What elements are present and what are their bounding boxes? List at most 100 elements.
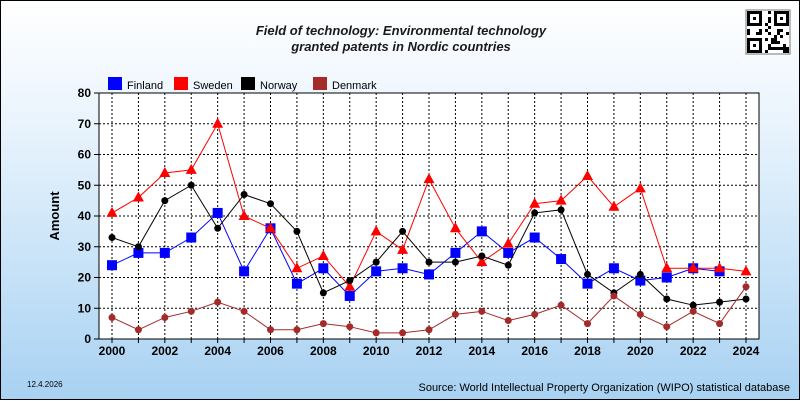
y-tick-label: 0 [84, 332, 91, 346]
legend-item-denmark[interactable]: Denmark [313, 77, 377, 92]
legend-label: Finland [127, 80, 163, 92]
legend-item-sweden[interactable]: Sweden [174, 77, 233, 92]
norway-point [504, 261, 512, 269]
series-denmark [108, 283, 750, 337]
x-tick-label: 2008 [310, 344, 337, 358]
norway-point [531, 209, 539, 217]
sweden-point [634, 182, 646, 193]
sweden-point [502, 237, 514, 248]
legend: Finland Sweden Norway Denmark [108, 77, 377, 92]
y-tick-label: 80 [78, 86, 92, 100]
finland-point [503, 247, 514, 258]
norway-point [557, 206, 565, 214]
x-tick-label: 2010 [363, 344, 390, 358]
denmark-point [531, 310, 539, 318]
denmark-point [399, 329, 407, 337]
norway-point [108, 234, 116, 242]
denmark-point [319, 320, 327, 328]
qr-code-icon[interactable] [745, 9, 791, 55]
denmark-point [372, 329, 380, 337]
legend-item-finland[interactable]: Finland [108, 77, 163, 92]
y-tick-label: 30 [78, 240, 92, 254]
sweden-point [265, 222, 276, 233]
x-tick-label: 2006 [257, 344, 284, 358]
chart-subtitle: granted patents in Nordic countries [290, 39, 511, 54]
denmark-point [610, 292, 618, 300]
legend-swatch [108, 77, 122, 90]
finland-point [635, 275, 646, 286]
denmark-point [716, 320, 724, 328]
legend-label: Norway [260, 80, 298, 92]
y-tick-label: 60 [78, 148, 92, 162]
denmark-point [478, 307, 486, 315]
y-tick-label: 20 [78, 271, 92, 285]
finland-point [556, 254, 567, 265]
finland-point [476, 226, 487, 237]
denmark-point [451, 310, 459, 318]
sweden-point [714, 262, 726, 273]
finland-point [212, 207, 223, 218]
x-tick-label: 2004 [204, 344, 231, 358]
sweden-point [238, 210, 250, 220]
sweden-point [476, 256, 488, 267]
axes: 0 10 20 30 40 50 60 70 80 2000 2002 2004 2006 2008 201… [78, 86, 760, 358]
denmark-point [214, 298, 222, 306]
denmark-point [504, 317, 512, 325]
legend-swatch [174, 77, 188, 90]
norway-point [425, 258, 433, 266]
legend-item-norway[interactable]: Norway [241, 77, 298, 92]
norway-point [478, 252, 486, 260]
sweden-point [529, 197, 541, 208]
norway-point [293, 227, 301, 235]
denmark-point [689, 307, 697, 315]
legend-swatch [241, 77, 255, 90]
finland-point [133, 247, 144, 258]
x-tick-label: 2020 [627, 344, 654, 358]
finland-point [450, 247, 461, 258]
finland-point [344, 290, 355, 301]
x-tick-label: 2002 [151, 344, 178, 358]
finland-point [159, 247, 170, 258]
finland-point [239, 266, 250, 277]
y-tick-label: 70 [78, 117, 92, 131]
sweden-point [344, 280, 356, 291]
sweden-point [423, 173, 435, 184]
norway-point [451, 258, 459, 266]
denmark-point [584, 320, 591, 328]
date-stamp: 12.4.2026 [27, 380, 63, 389]
denmark-point [425, 326, 433, 334]
sweden-point [370, 225, 382, 236]
sweden-point [106, 206, 118, 217]
x-tick-label: 2014 [468, 344, 495, 358]
norway-point [584, 270, 591, 278]
norway-point [267, 200, 274, 208]
legend-label: Denmark [332, 80, 377, 92]
legend-swatch [313, 77, 327, 90]
y-tick-label: 10 [78, 301, 92, 315]
finland-point [291, 278, 302, 289]
y-tick-label: 50 [78, 178, 92, 192]
sweden-point [582, 170, 593, 181]
finland-point [107, 260, 117, 271]
chart-title: Field of technology: Environmental techn… [256, 23, 547, 38]
norway-point [161, 197, 169, 205]
finland-point [424, 269, 434, 280]
sweden-point [661, 262, 673, 273]
series-layer [106, 117, 752, 337]
denmark-point [346, 323, 354, 331]
x-tick-label: 2022 [680, 344, 707, 358]
denmark-point [293, 326, 301, 334]
denmark-point [267, 326, 274, 334]
y-axis-label: Amount [47, 191, 62, 241]
denmark-point [240, 307, 248, 315]
x-tick-label: 2000 [99, 344, 126, 358]
finland-point [371, 266, 382, 277]
x-tick-label: 2012 [416, 344, 443, 358]
denmark-point [742, 283, 750, 291]
norway-point [716, 298, 724, 306]
sweden-point [608, 200, 620, 211]
norway-point [663, 295, 671, 303]
norway-point [346, 277, 354, 285]
